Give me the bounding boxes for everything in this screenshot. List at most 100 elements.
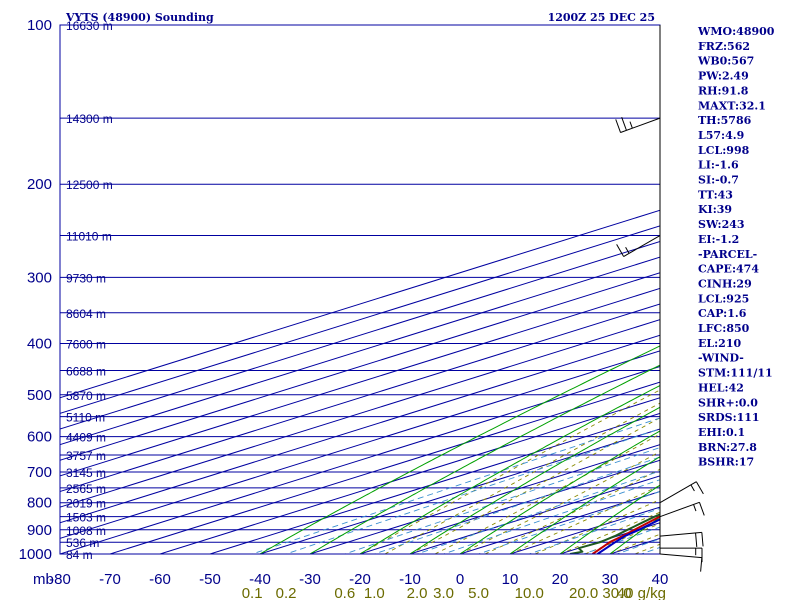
wind-barb-flag xyxy=(701,532,704,547)
mixing-ratio-line xyxy=(284,428,660,554)
pressure-tick-labels: 100 200 300 400 500 600 700 800 900 1000 xyxy=(19,17,52,563)
mixing-ratio-tick-label: 5.0 xyxy=(468,585,489,600)
index-value: SHR+:0.0 xyxy=(698,396,758,409)
temperature-tick-label: -50 xyxy=(199,571,221,588)
temperature-tick-label: -80 xyxy=(49,571,71,588)
temperature-tick-label: 30 xyxy=(602,571,619,588)
index-value: LCL:925 xyxy=(698,292,749,305)
height-label: 1503 m xyxy=(66,511,106,525)
index-value: EHI:0.1 xyxy=(698,426,745,439)
parcel-trace xyxy=(596,518,660,554)
index-value: MAXT:32.1 xyxy=(698,99,766,112)
index-value: -WIND- xyxy=(698,352,744,365)
mixing-ratio-line xyxy=(415,470,660,554)
index-value: L57:4.9 xyxy=(698,129,744,142)
index-value: WB0:567 xyxy=(697,55,754,68)
temperature-tick-label: 10 xyxy=(502,571,519,588)
isotherm-line xyxy=(60,225,660,414)
dry-adiabat-line xyxy=(258,345,660,554)
pressure-tick-label: 300 xyxy=(27,269,52,286)
isotherm-line xyxy=(60,365,660,554)
index-value: EL:210 xyxy=(698,337,741,350)
height-label: 5110 m xyxy=(66,411,105,425)
index-value: PW:2.49 xyxy=(698,70,749,83)
wind-barb-flag xyxy=(695,481,704,495)
index-value: FRZ:562 xyxy=(698,40,750,53)
pressure-tick-label: 700 xyxy=(27,464,52,481)
moist-adiabat-line xyxy=(534,499,660,554)
index-value: CAPE:474 xyxy=(698,263,759,276)
mixing-ratio-tick-label: 40 g/kg xyxy=(617,585,666,600)
wind-barb-flag xyxy=(621,117,627,131)
dry-adiabat-line xyxy=(748,1,800,565)
height-label: 9730 m xyxy=(66,271,106,285)
mixing-ratio-line xyxy=(250,417,660,554)
pressure-tick-label: 100 xyxy=(27,17,52,34)
isotherm-line xyxy=(158,397,660,554)
index-value: CINH:29 xyxy=(698,277,752,290)
height-label: 14300 m xyxy=(66,112,113,126)
mixing-ratio-tick-label: 20.0 xyxy=(569,585,598,600)
index-value: LFC:850 xyxy=(698,322,750,335)
index-value: TH:5786 xyxy=(698,114,752,127)
chart-title: VYTS (48900) Sounding xyxy=(65,11,214,24)
height-label: 16630 m xyxy=(66,19,113,33)
index-value: TT:43 xyxy=(698,188,733,201)
mixing-ratio-line xyxy=(343,447,660,554)
isotherm-line xyxy=(258,428,660,554)
dry-adiabat-line xyxy=(559,484,660,554)
index-value: SI:-0.7 xyxy=(698,174,739,187)
dry-adiabats xyxy=(258,1,800,565)
moist-adiabat-line xyxy=(359,389,660,554)
index-value: CAP:1.6 xyxy=(698,307,747,320)
isotherm-line xyxy=(60,319,660,508)
isotherm-line xyxy=(108,381,660,554)
index-value: WMO:48900 xyxy=(697,25,775,38)
moist-adiabats xyxy=(359,389,660,554)
temperature-tick-label: -70 xyxy=(99,571,121,588)
wind-barb-flag xyxy=(698,502,705,516)
wind-barb-half-flag xyxy=(693,504,697,512)
temperature-trace xyxy=(591,515,660,554)
wind-barb-flag xyxy=(616,244,625,257)
wind-barb-staff xyxy=(623,235,661,257)
isotherm-line xyxy=(60,287,660,477)
dry-adiabat-line xyxy=(359,384,660,554)
index-value: LI:-1.6 xyxy=(698,159,739,172)
height-label: 2019 m xyxy=(66,497,106,511)
pressure-tick-label: 200 xyxy=(27,176,52,193)
chart-time: 1200Z 25 DEC 25 xyxy=(548,11,655,24)
height-label: 3757 m xyxy=(66,449,106,463)
wind-barb-staff xyxy=(659,481,697,504)
wind-barb-flag xyxy=(615,119,622,133)
wind-barb-half-flag xyxy=(625,247,630,254)
mixing-ratio-tick-label: 3.0 xyxy=(433,585,454,600)
isotherm-line xyxy=(208,412,660,554)
temperature-tick-label: -10 xyxy=(399,571,421,588)
height-label: 11010 m xyxy=(66,230,112,244)
index-value: SRDS:111 xyxy=(698,411,760,424)
height-label: 536 m xyxy=(66,536,99,550)
wind-barb-staff xyxy=(620,117,661,133)
height-label: 12500 m xyxy=(66,178,113,192)
height-label: 8604 m xyxy=(66,307,106,321)
index-value: SW:243 xyxy=(698,218,745,231)
index-value: HEL:42 xyxy=(698,381,744,394)
mixing-ratio-tick-label: 30.0 xyxy=(602,585,631,600)
temperature-tick-label: 20 xyxy=(552,571,569,588)
pressure-tick-label: 1000 xyxy=(19,546,52,563)
plot-background xyxy=(60,25,660,554)
height-label: 1008 m xyxy=(66,524,106,538)
mixing-ratio-tick-label: 2.0 xyxy=(407,585,428,600)
height-label: 2565 m xyxy=(66,482,106,496)
isotherm-line xyxy=(60,272,660,461)
isotherm-line xyxy=(60,256,660,446)
index-value: STM:111/11 xyxy=(698,367,773,380)
mixing-ratio-tick-labels: 0.1 0.2 0.6 1.0 2.0 3.0 5.0 10.0 20.0 30.040 g/kg xyxy=(242,585,666,600)
pressure-tick-label: 400 xyxy=(27,335,52,352)
wind-barb-flag xyxy=(695,532,698,547)
mixing-ratio-line xyxy=(527,507,660,554)
moist-adiabat-line xyxy=(384,402,660,554)
